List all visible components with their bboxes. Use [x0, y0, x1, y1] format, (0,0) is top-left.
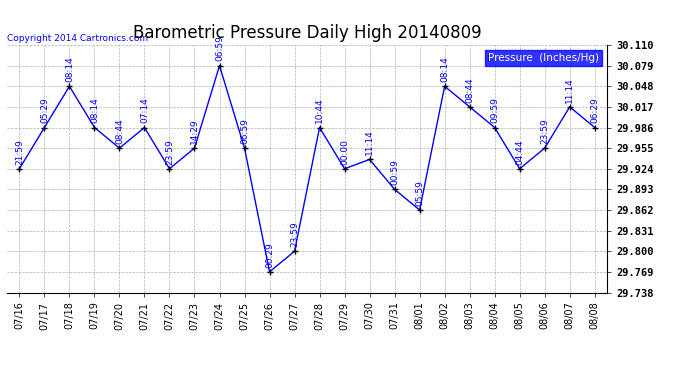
- Text: 06:59: 06:59: [240, 118, 249, 144]
- Text: 23:59: 23:59: [540, 118, 549, 144]
- Text: 23:59: 23:59: [290, 221, 299, 247]
- Text: 00:59: 00:59: [390, 159, 399, 185]
- Text: 10:44: 10:44: [315, 98, 324, 123]
- Text: 07:14: 07:14: [140, 98, 149, 123]
- Text: 11:14: 11:14: [565, 77, 574, 103]
- Text: 08:14: 08:14: [90, 98, 99, 123]
- Text: 00:00: 00:00: [340, 139, 349, 165]
- Text: 08:14: 08:14: [65, 56, 74, 82]
- Text: 08:14: 08:14: [440, 56, 449, 82]
- Text: 09:59: 09:59: [490, 98, 499, 123]
- Text: 21:59: 21:59: [15, 139, 24, 165]
- Text: 04:44: 04:44: [515, 139, 524, 165]
- Text: 05:59: 05:59: [415, 180, 424, 206]
- Text: 23:59: 23:59: [165, 139, 174, 165]
- Text: 14:29: 14:29: [190, 118, 199, 144]
- Text: 00:29: 00:29: [265, 242, 274, 268]
- Text: 06:59: 06:59: [215, 36, 224, 62]
- Text: 08:44: 08:44: [465, 77, 474, 103]
- Text: Copyright 2014 Cartronics.com: Copyright 2014 Cartronics.com: [7, 33, 148, 42]
- Text: 06:29: 06:29: [590, 98, 599, 123]
- Text: 11:14: 11:14: [365, 129, 374, 155]
- Legend: Pressure  (Inches/Hg): Pressure (Inches/Hg): [485, 50, 602, 66]
- Text: 08:44: 08:44: [115, 118, 124, 144]
- Title: Barometric Pressure Daily High 20140809: Barometric Pressure Daily High 20140809: [132, 24, 482, 42]
- Text: 05:29: 05:29: [40, 98, 49, 123]
